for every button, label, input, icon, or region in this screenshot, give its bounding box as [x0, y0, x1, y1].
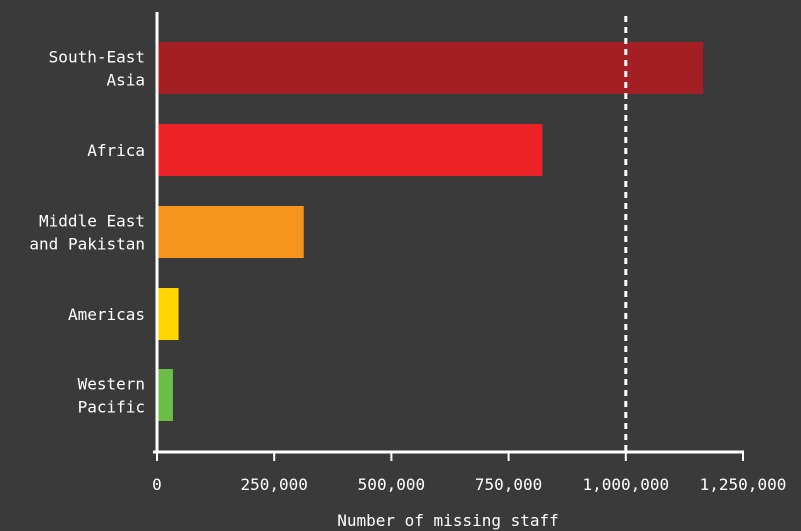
category-labels-group: South-East Asia Africa Middle East and Pakis… [29, 48, 145, 417]
category-label-0: South-East Asia [49, 48, 145, 90]
category-label-line: Asia [106, 71, 145, 90]
category-label-line: and Pakistan [29, 235, 145, 254]
x-tick-label-3: 750,000 [475, 475, 542, 494]
category-label-line: Pacific [78, 398, 145, 417]
category-label-1: Africa [87, 141, 145, 160]
x-tick-label-1: 250,000 [240, 475, 307, 494]
x-axis-title: Number of missing staff [337, 511, 559, 530]
bars-group [158, 42, 704, 421]
category-label-3: Americas [68, 305, 145, 324]
x-tick-label-5: 1,250,000 [700, 475, 787, 494]
x-tick-label-4: 1,000,000 [582, 475, 669, 494]
bar-4 [158, 369, 173, 421]
category-label-line: Western [78, 375, 145, 394]
category-label-line: Africa [87, 141, 145, 160]
bar-2 [158, 206, 304, 258]
category-label-line: Americas [68, 305, 145, 324]
category-label-2: Middle East and Pakistan [29, 212, 145, 254]
x-tick-label-2: 500,000 [358, 475, 425, 494]
category-label-line: South-East [49, 48, 145, 67]
x-tick-label-0: 0 [152, 475, 162, 494]
x-ticks-group: 0 250,000 500,000 750,000 1,000,000 1,250,000 [152, 452, 786, 494]
bar-1 [158, 124, 543, 176]
bar-0 [158, 42, 704, 94]
axes-group [153, 12, 744, 454]
category-label-4: Western Pacific [78, 375, 145, 417]
category-label-line: Middle East [39, 212, 145, 231]
bar-3 [158, 288, 179, 340]
